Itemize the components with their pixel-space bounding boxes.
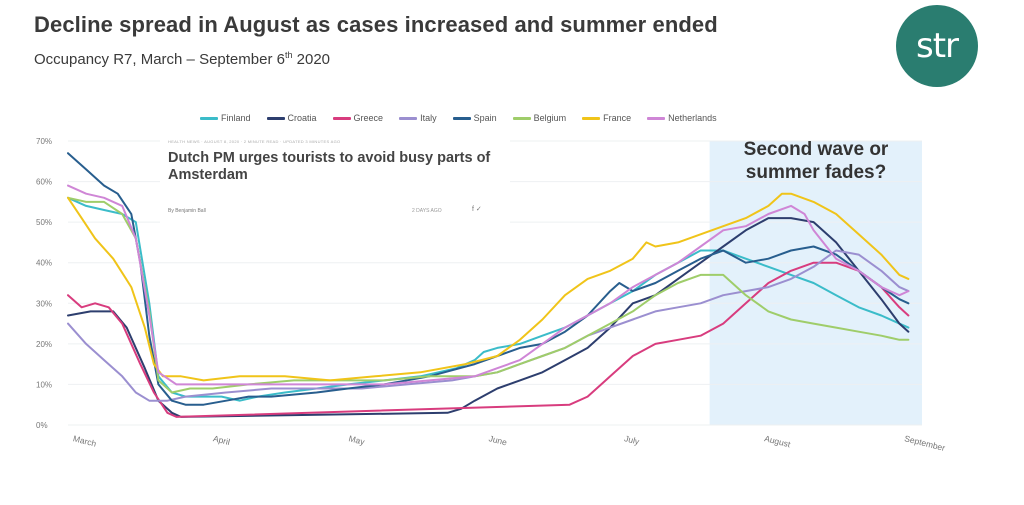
legend-swatch — [200, 116, 218, 120]
legend-label: Italy — [420, 113, 437, 123]
y-tick-label: 40% — [36, 259, 52, 268]
news-meta: HEALTH NEWS · AUGUST 8, 2020 · 2 MINUTE … — [168, 139, 341, 144]
legend-swatch — [582, 116, 601, 120]
legend-item-greece: Greece — [332, 113, 384, 123]
legend-label: Greece — [353, 113, 384, 123]
news-share-icons: f ✓ — [472, 206, 482, 213]
legend-item-netherlands: Netherlands — [647, 113, 717, 123]
legend-item-italy: Italy — [399, 113, 437, 123]
legend-swatch — [399, 116, 418, 120]
y-tick-label: 50% — [36, 218, 52, 227]
logo-text: str — [915, 26, 959, 66]
y-tick-label: 30% — [36, 299, 52, 308]
news-date: 2 DAYS AGO — [412, 208, 442, 214]
legend-label: Croatia — [287, 113, 317, 123]
x-tick-label: July — [623, 433, 641, 447]
legend-label: France — [603, 113, 632, 123]
subtitle-text: Occupancy R7, March – September 6 — [34, 51, 285, 68]
legend-item-finland: Finland — [200, 113, 251, 123]
subtitle-year: 2020 — [292, 51, 331, 68]
legend-swatch — [266, 116, 285, 120]
series-line-greece — [67, 261, 910, 418]
legend-label: Finland — [221, 113, 251, 123]
highlight-band — [709, 141, 922, 425]
legend-label: Spain — [473, 113, 497, 123]
legend-label: Belgium — [533, 113, 567, 123]
x-tick-label: August — [763, 433, 792, 449]
y-tick-label: 60% — [36, 178, 52, 187]
news-clipping: HEALTH NEWS · AUGUST 8, 2020 · 2 MINUTE … — [160, 130, 510, 230]
legend-swatch — [512, 116, 531, 120]
legend-label: Netherlands — [668, 113, 717, 123]
chart-legend: Finland Croatia Greece Italy Spain Belgium Fra… — [200, 113, 717, 123]
chart-subtitle: Occupancy R7, March – September 6th 2020 — [34, 50, 330, 68]
news-byline: By Benjamin Ball — [168, 208, 206, 214]
x-tick-label: March — [72, 433, 98, 448]
annotation-text: Second wave or summer fades? — [743, 139, 889, 183]
legend-item-spain: Spain — [452, 113, 497, 123]
legend-swatch — [332, 116, 351, 120]
series-line-finland — [67, 196, 910, 402]
x-tick-label: June — [488, 433, 509, 447]
y-tick-label: 10% — [36, 380, 52, 389]
x-tick-label: April — [212, 433, 231, 447]
legend-swatch — [647, 116, 666, 120]
chart-title: Decline spread in August as cases increa… — [34, 12, 718, 37]
series-line-netherlands — [67, 184, 910, 386]
subtitle-superscript: th — [284, 50, 293, 60]
y-tick-label: 20% — [36, 340, 52, 349]
x-tick-label: May — [348, 433, 367, 447]
legend-item-belgium: Belgium — [512, 113, 567, 123]
y-tick-label: 0% — [36, 421, 48, 430]
y-tick-label: 70% — [36, 137, 52, 146]
series-line-france — [67, 192, 910, 382]
str-logo: str — [896, 5, 978, 87]
legend-item-croatia: Croatia — [266, 113, 317, 123]
x-tick-label: September — [903, 433, 946, 453]
legend-item-france: France — [582, 113, 631, 123]
legend-swatch — [452, 116, 471, 120]
news-headline: Dutch PM urges tourists to avoid busy pa… — [168, 150, 491, 183]
